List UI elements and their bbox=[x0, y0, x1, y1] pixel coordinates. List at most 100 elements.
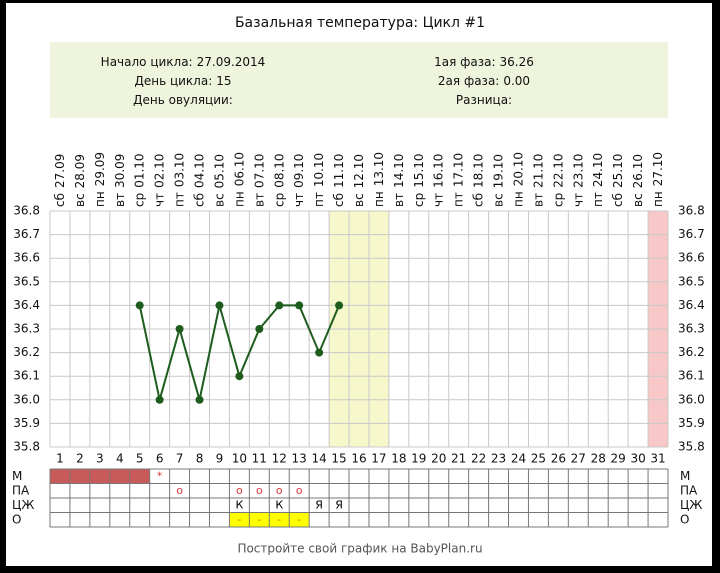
x-tick-label: 18 bbox=[391, 452, 406, 466]
date-label: пн 27.10 bbox=[651, 152, 665, 207]
info-panel bbox=[50, 42, 668, 118]
date-label: сб 04.10 bbox=[192, 154, 206, 207]
x-tick-label: 12 bbox=[272, 452, 287, 466]
temperature-point bbox=[195, 395, 204, 404]
temperature-point bbox=[175, 325, 184, 333]
date-label: сб 27.09 bbox=[52, 154, 66, 207]
x-tick-label: 9 bbox=[216, 452, 224, 466]
temperature-point bbox=[235, 372, 244, 381]
date-label: пт 17.10 bbox=[451, 153, 465, 207]
x-tick-label: 27 bbox=[571, 452, 586, 466]
marker-entry: - bbox=[277, 513, 281, 526]
y-tick-label: 36.2 bbox=[13, 345, 40, 359]
row-label: ЦЖ bbox=[12, 498, 34, 512]
weekday: пт bbox=[451, 192, 465, 207]
date: 25.10 bbox=[611, 154, 625, 188]
temperature-point bbox=[135, 301, 144, 310]
info-line: 1ая фаза: 36.26 bbox=[434, 55, 534, 69]
date-label: сб 11.10 bbox=[332, 154, 346, 207]
x-tick-label: 28 bbox=[591, 452, 606, 466]
date: 18.10 bbox=[471, 154, 485, 188]
y-tick-label-right: 36.8 bbox=[678, 204, 705, 218]
date-label: сб 25.10 bbox=[611, 154, 625, 207]
marker-fill bbox=[129, 469, 150, 484]
date-label: чт 23.10 bbox=[571, 154, 585, 207]
marker-entry: * bbox=[157, 469, 163, 482]
marker-entry: Я bbox=[315, 498, 323, 511]
x-tick-label: 15 bbox=[331, 452, 346, 466]
info-line: 2ая фаза: 0.00 bbox=[438, 74, 530, 88]
info-value: 0.00 bbox=[503, 74, 530, 88]
date: 03.10 bbox=[172, 153, 186, 187]
weekday: сб bbox=[52, 193, 66, 207]
temperature-point bbox=[275, 301, 284, 310]
date: 06.10 bbox=[232, 152, 246, 186]
date-label: чт 16.10 bbox=[431, 154, 445, 207]
date: 28.09 bbox=[72, 154, 86, 188]
marker-entry: К bbox=[235, 498, 243, 511]
date: 27.10 bbox=[651, 152, 665, 186]
x-tick-label: 3 bbox=[96, 452, 104, 466]
weekday: вт bbox=[531, 193, 545, 207]
weekday: ср bbox=[132, 193, 146, 207]
x-tick-label: 24 bbox=[511, 452, 526, 466]
date: 29.09 bbox=[92, 152, 106, 186]
weekday: вт bbox=[252, 193, 266, 207]
weekday: сб bbox=[332, 193, 346, 207]
date: 21.10 bbox=[531, 154, 545, 188]
y-tick-label: 35.8 bbox=[13, 440, 40, 454]
temperature-point bbox=[215, 301, 224, 310]
date: 08.10 bbox=[272, 153, 286, 187]
x-tick-label: 25 bbox=[531, 452, 546, 466]
weekday: вт bbox=[112, 193, 126, 207]
weekday: пн bbox=[92, 191, 106, 207]
y-tick-label-right: 35.8 bbox=[678, 440, 705, 454]
marker-entry: - bbox=[257, 513, 261, 526]
date: 27.09 bbox=[52, 154, 66, 188]
weekday: пт bbox=[312, 192, 326, 207]
y-tick-label-right: 36.1 bbox=[678, 369, 705, 383]
marker-fill bbox=[249, 512, 270, 527]
date: 13.10 bbox=[371, 152, 385, 186]
marker-entry: - bbox=[297, 513, 301, 526]
y-tick-label-right: 36.2 bbox=[678, 345, 705, 359]
date: 01.10 bbox=[132, 153, 146, 187]
weekday: ср bbox=[411, 193, 425, 207]
weekday: чт bbox=[292, 193, 306, 207]
marker-entry: Я bbox=[335, 498, 343, 511]
y-tick-label-right: 36.0 bbox=[678, 392, 705, 406]
weekday: ср bbox=[272, 193, 286, 207]
date-label: ср 01.10 bbox=[132, 153, 146, 207]
date: 12.10 bbox=[352, 154, 366, 188]
y-tick-label: 36.8 bbox=[13, 204, 40, 218]
marker-fill bbox=[89, 469, 110, 484]
y-tick-label: 36.4 bbox=[13, 298, 40, 312]
info-label: 1ая фаза: bbox=[434, 55, 495, 69]
date: 30.09 bbox=[112, 154, 126, 188]
x-tick-label: 4 bbox=[116, 452, 124, 466]
x-tick-label: 2 bbox=[76, 452, 84, 466]
date-label: чт 02.10 bbox=[152, 154, 166, 207]
x-tick-label: 6 bbox=[156, 452, 164, 466]
y-tick-label-right: 36.3 bbox=[678, 322, 705, 336]
marker-fill bbox=[289, 512, 310, 527]
weekday: пн bbox=[371, 191, 385, 207]
date: 16.10 bbox=[431, 154, 445, 188]
date: 14.10 bbox=[391, 154, 405, 188]
date: 02.10 bbox=[152, 154, 166, 188]
date: 04.10 bbox=[192, 154, 206, 188]
date-label: пн 29.09 bbox=[92, 152, 106, 207]
date-label: вс 28.09 bbox=[72, 154, 86, 207]
marker-fill bbox=[50, 469, 70, 484]
info-line: Разница: bbox=[456, 93, 512, 107]
date-label: пт 24.10 bbox=[591, 153, 605, 207]
x-tick-label: 16 bbox=[351, 452, 366, 466]
date-label: вс 19.10 bbox=[491, 154, 505, 207]
date-label: вс 26.10 bbox=[631, 154, 645, 207]
date-label: пт 03.10 bbox=[172, 153, 186, 207]
weekday: пн bbox=[232, 191, 246, 207]
weekday: пн bbox=[651, 191, 665, 207]
date: 23.10 bbox=[571, 154, 585, 188]
x-tick-label: 8 bbox=[196, 452, 204, 466]
date-label: сб 18.10 bbox=[471, 154, 485, 207]
